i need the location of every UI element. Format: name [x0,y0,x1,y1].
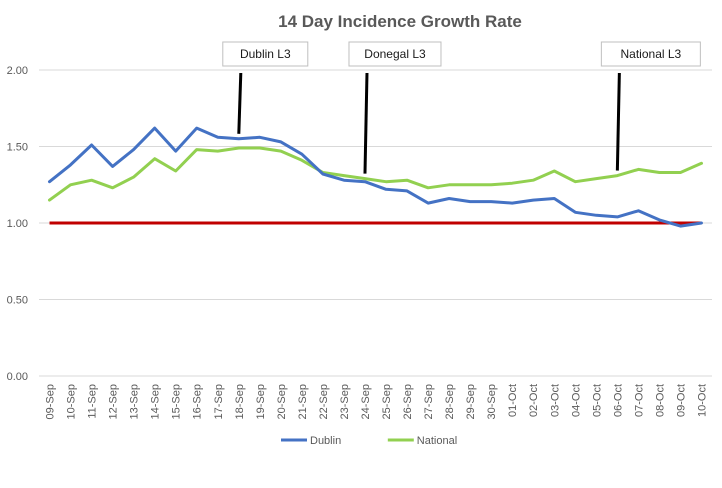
annotation-label: Donegal L3 [364,47,426,61]
legend-label-national: National [417,435,457,447]
axes: 0.00 0.50 1.00 1.50 2.00 09-Sep 10-Sep 11-Sep 12… [7,65,709,419]
x-tick-label: 28-Sep [444,384,456,419]
x-tick-label: 17-Sep [213,384,225,419]
annotation-box [600,41,701,67]
x-tick-label: 02-Oct [528,384,540,417]
x-tick-label: 25-Sep [381,384,393,419]
x-tick-label: 27-Sep [423,384,435,419]
annotation-label: Dublin L3 [240,47,291,61]
x-tick-label: 05-Oct [591,384,603,417]
annotation-pointer [237,72,243,134]
annotations: Dublin L3 Donegal L3 National L3 [222,41,701,174]
x-tick-label: 29-Sep [465,384,477,419]
x-tick-label: 04-Oct [570,384,582,417]
y-tick-label: 1.00 [7,218,28,230]
x-tick-label: 06-Oct [612,384,624,417]
x-tick-label: 03-Oct [549,384,561,417]
x-tick-label: 01-Oct [507,384,519,417]
x-tick-label: 10-Sep [66,384,78,419]
x-tick-label: 19-Sep [255,384,267,419]
x-tick-label: 09-Sep [45,384,57,419]
annotation-box [348,41,442,67]
x-tick-label: 15-Sep [171,384,183,419]
x-tick-label: 10-Oct [696,384,708,417]
x-tick-label: 24-Sep [360,384,372,419]
x-tick-label: 16-Sep [192,384,204,419]
y-tick-label: 1.50 [7,142,28,154]
annotation-label: National L3 [621,47,682,61]
series-line-dublin [48,126,703,228]
x-tick-label: 08-Oct [654,384,666,417]
series-group [48,126,703,228]
y-tick-label: 0.00 [7,371,28,383]
legend-label-dublin: Dublin [310,435,341,447]
x-tick-label: 09-Oct [675,384,687,417]
x-tick-label: 26-Sep [402,384,414,419]
annotation-pointer [363,72,369,174]
chart-title: 14 Day Incidence Growth Rate [278,12,522,31]
y-tick-label: 2.00 [7,65,28,77]
series-line-national [48,146,703,202]
x-tick-label: 22-Sep [318,384,330,419]
x-tick-label: 07-Oct [633,384,645,417]
legend: Dublin National [281,435,457,447]
x-tick-label: 23-Sep [339,384,351,419]
x-tick-label: 13-Sep [129,384,141,419]
x-tick-label: 30-Sep [486,384,498,419]
x-tick-label: 21-Sep [297,384,309,419]
y-tick-label: 0.50 [7,295,28,307]
x-tick-label: 14-Sep [150,384,162,419]
x-tick-label: 11-Sep [87,384,99,419]
x-tick-label: 12-Sep [108,384,120,419]
annotation-box [222,41,309,67]
x-tick-label: 20-Sep [276,384,288,419]
annotation-pointer [615,72,621,171]
x-tick-label: 18-Sep [234,384,246,419]
